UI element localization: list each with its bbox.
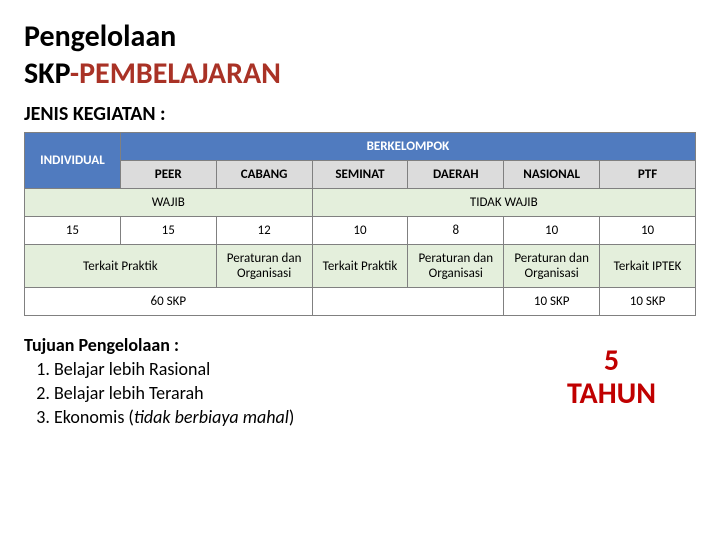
cell-desc-3: Peraturan dan Organisasi [408, 245, 504, 288]
cell-desc-4: Peraturan dan Organisasi [504, 245, 600, 288]
hdr-wajib: WAJIB [25, 189, 313, 217]
row-numbers: 15 15 12 10 8 10 10 [25, 217, 696, 245]
kegiatan-table: INDIVIDUAL BERKELOMPOK PEER CABANG SEMIN… [24, 132, 696, 316]
cell-skp-0: 60 SKP [25, 288, 313, 316]
hdr-peer: PEER [120, 161, 216, 189]
title-pembelajaran: -PEMBELAJARAN [70, 55, 281, 92]
title-block: Pengelolaan SKP-PEMBELAJARAN [24, 18, 696, 92]
hdr-nasional: NASIONAL [504, 161, 600, 189]
hdr-seminat: SEMINAT [312, 161, 408, 189]
hdr-individual: INDIVIDUAL [25, 133, 121, 189]
hdr-ptf: PTF [600, 161, 696, 189]
cell-skp-2: 10 SKP [600, 288, 696, 316]
cell-skp-empty [312, 288, 504, 316]
cell-num-3: 10 [312, 217, 408, 245]
subtitle: JENIS KEGIATAN : [24, 102, 696, 126]
goal-3: Ekonomis (tidak berbiaya mahal) [54, 406, 294, 428]
goals-list: Belajar lebih Rasional Belajar lebih Ter… [24, 358, 294, 428]
cell-num-2: 12 [216, 217, 312, 245]
hdr-tidak-wajib: TIDAK WAJIB [312, 189, 695, 217]
cell-num-6: 10 [600, 217, 696, 245]
cell-num-0: 15 [25, 217, 121, 245]
goal-2: Belajar lebih Terarah [54, 382, 294, 404]
goals-block: Tujuan Pengelolaan : Belajar lebih Rasio… [24, 334, 294, 428]
duration-unit: TAHUN [567, 377, 656, 410]
cell-desc-2: Terkait Praktik [312, 245, 408, 288]
cell-desc-5: Terkait IPTEK [600, 245, 696, 288]
goals-heading: Tujuan Pengelolaan : [24, 334, 294, 356]
row-skp: 60 SKP 10 SKP 10 SKP [25, 288, 696, 316]
goal-1: Belajar lebih Rasional [54, 358, 294, 380]
duration-block: 5 TAHUN [567, 334, 696, 410]
title-skp: SKP [24, 55, 70, 92]
cell-num-4: 8 [408, 217, 504, 245]
hdr-daerah: DAERAH [408, 161, 504, 189]
hdr-cabang: CABANG [216, 161, 312, 189]
bottom-section: Tujuan Pengelolaan : Belajar lebih Rasio… [24, 334, 696, 428]
cell-num-1: 15 [120, 217, 216, 245]
cell-skp-1: 10 SKP [504, 288, 600, 316]
cell-desc-0: Terkait Praktik [25, 245, 217, 288]
cell-desc-1: Peraturan dan Organisasi [216, 245, 312, 288]
title-line-2: SKP-PEMBELAJARAN [24, 55, 696, 92]
cell-num-5: 10 [504, 217, 600, 245]
duration-num: 5 [567, 344, 656, 377]
row-desc: Terkait Praktik Peraturan dan Organisasi… [25, 245, 696, 288]
hdr-berkelompok: BERKELOMPOK [120, 133, 695, 161]
title-line-1: Pengelolaan [24, 18, 696, 55]
